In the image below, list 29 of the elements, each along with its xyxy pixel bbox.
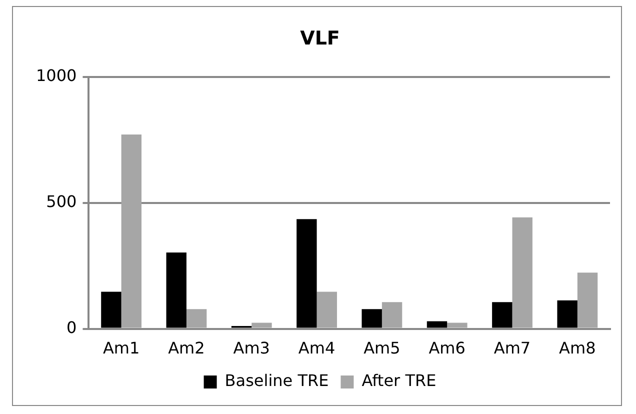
x-tick-label: Am5 — [364, 338, 400, 358]
y-tick-label: 0 — [66, 318, 77, 337]
bar — [577, 272, 598, 328]
legend-label: Baseline TRE — [224, 371, 329, 390]
bar — [557, 300, 578, 328]
x-tick-label: Am7 — [494, 338, 531, 358]
legend-label: After TRE — [362, 371, 436, 390]
bar — [252, 322, 272, 328]
bar — [186, 309, 207, 328]
bar — [512, 217, 532, 328]
x-tick-label: Am3 — [233, 338, 270, 358]
bar — [447, 322, 468, 328]
bar — [362, 309, 382, 328]
y-tick-label: 1000 — [36, 66, 77, 85]
bar — [296, 219, 317, 328]
bar — [382, 302, 402, 328]
bar — [121, 134, 142, 328]
x-tick-label: Am8 — [559, 338, 596, 358]
bar — [492, 302, 512, 328]
x-tick-label: Am6 — [428, 338, 466, 358]
bar — [426, 321, 448, 328]
bar — [101, 292, 122, 328]
x-tick-label: Am1 — [102, 338, 140, 358]
x-tick-label: Am2 — [168, 338, 205, 358]
bar — [166, 252, 186, 328]
x-tick-label: Am4 — [298, 338, 336, 358]
chart-title: VLF — [300, 27, 340, 50]
bar — [316, 292, 337, 328]
y-tick-label: 500 — [46, 192, 77, 211]
